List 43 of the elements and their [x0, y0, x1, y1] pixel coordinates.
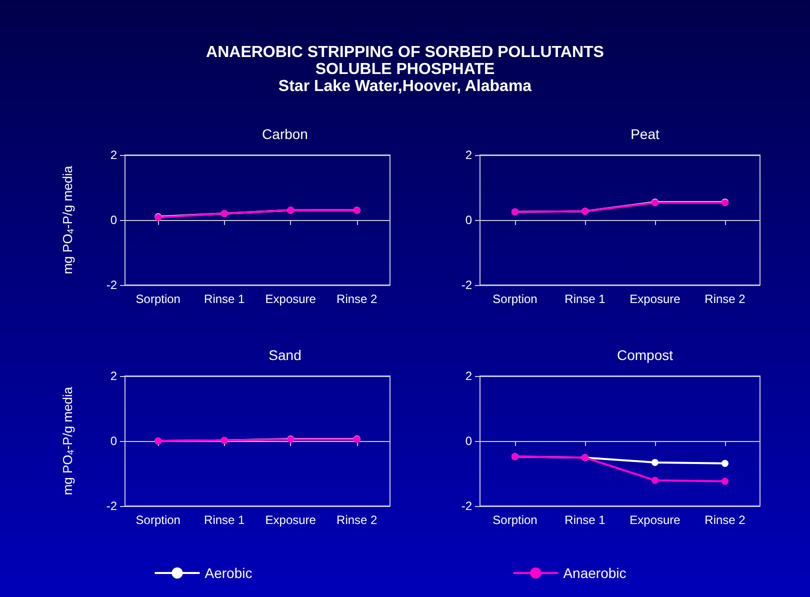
x-tick-label: Exposure: [630, 513, 681, 527]
x-tick-label: Sorption: [492, 513, 538, 527]
chart-title: Peat: [630, 126, 660, 142]
y-tick-label: 2: [465, 369, 472, 383]
y-tick-label: 2: [110, 148, 118, 162]
point: [652, 458, 658, 466]
chart-title: Sand: [268, 347, 302, 363]
x-tick-label: Sorption: [492, 292, 538, 306]
x-tick-label: Rinse 2: [704, 292, 746, 306]
legend-label: Aerobic: [204, 565, 252, 581]
y-tick-label: 2: [110, 369, 118, 383]
y-axis-title: mg PO4-P/g media: [60, 386, 76, 496]
y-tick-label: 0: [110, 434, 118, 448]
chart-title: Compost: [616, 347, 674, 363]
x-tick-label: Rinse 1: [564, 292, 606, 306]
point: [652, 476, 658, 484]
y-tick-label: 2: [465, 148, 472, 162]
x-tick-label: Rinse 1: [204, 292, 246, 306]
x-tick-label: Rinse 1: [204, 513, 246, 527]
y-tick-label: -2: [461, 499, 472, 513]
text: Star Lake Water,Hoover, Alabama: [277, 78, 533, 95]
y-axis-title: mg PO4-P/g media: [60, 165, 76, 274]
y-tick-label: -2: [461, 278, 472, 292]
x-tick-label: Sorption: [136, 292, 180, 306]
y-tick-label: -2: [106, 499, 118, 513]
chart-title: Carbon: [262, 126, 308, 142]
point: [722, 478, 728, 485]
y-tick-label: 0: [465, 434, 472, 448]
x-tick-label: Rinse 2: [336, 513, 378, 527]
x-tick-label: Rinse 1: [564, 513, 606, 527]
x-tick-label: Rinse 2: [704, 513, 746, 527]
legend-label: Anaerobic: [563, 565, 626, 581]
point: [722, 460, 728, 467]
x-tick-label: Rinse 2: [336, 292, 378, 306]
y-tick-label: 0: [110, 213, 118, 227]
text: ANAEROBIC STRIPPING OF SORBED POLLUTANTS: [205, 44, 605, 61]
y-tick-label: -2: [106, 278, 118, 292]
x-tick-label: Sorption: [136, 513, 180, 527]
x-tick-label: Exposure: [630, 292, 681, 306]
x-tick-label: Exposure: [265, 292, 316, 306]
x-tick-label: Exposure: [265, 513, 316, 527]
text: SOLUBLE PHOSPHATE: [314, 61, 496, 78]
y-tick-label: 0: [465, 213, 472, 227]
